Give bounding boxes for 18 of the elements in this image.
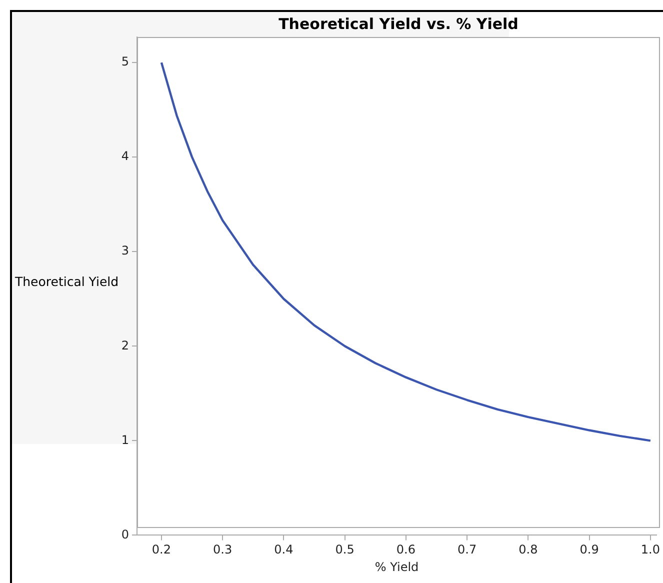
x-tick-label: 0.7 [458, 542, 477, 557]
chart-title: Theoretical Yield vs. % Yield [278, 15, 520, 33]
x-tick-label: 0.9 [580, 542, 599, 557]
x-tick-label: 0.4 [274, 542, 294, 557]
y-tick-label: 1 [121, 432, 129, 447]
y-tick-label: 2 [121, 338, 129, 352]
x-tick-label: 0.3 [213, 542, 232, 557]
x-tick-label: 0.5 [335, 542, 354, 557]
x-tick-label: 0.6 [396, 542, 416, 557]
x-tick-label: 1.0 [640, 542, 660, 557]
x-tick-label: 0.8 [518, 542, 538, 557]
y-tick-label: 3 [121, 244, 129, 258]
y-tick-label: 5 [121, 54, 129, 69]
y-tick-label: 4 [121, 149, 129, 164]
x-axis-title: % Yield [374, 560, 419, 574]
y-tick-label: 0 [121, 527, 129, 542]
y-axis-title: Theoretical Yield [15, 274, 119, 289]
x-tick-label: 0.2 [152, 542, 171, 557]
